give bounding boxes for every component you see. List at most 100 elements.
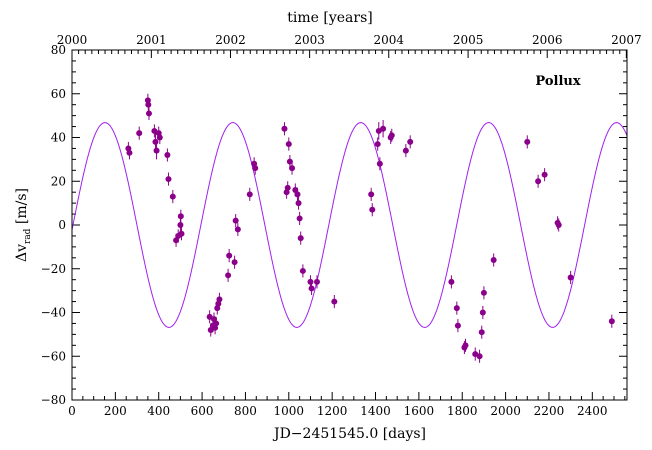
data-point [448, 275, 455, 289]
point-marker [541, 171, 548, 178]
x-tick-label: 2000 [490, 404, 521, 418]
point-marker [169, 193, 176, 200]
x-tick-label: 600 [191, 404, 214, 418]
data-point [313, 275, 320, 289]
data-point [289, 161, 296, 175]
x-axis-title: JD−2451545.0 [days] [272, 426, 426, 442]
plot-frame [71, 49, 628, 401]
data-point [476, 349, 483, 363]
point-marker [480, 289, 487, 296]
y-tick-label: 0 [58, 218, 66, 232]
point-marker [369, 206, 376, 213]
top-axis-title: time [years] [287, 10, 372, 26]
x-tick-label: 1400 [360, 404, 391, 418]
data-point [462, 338, 469, 352]
point-marker [448, 278, 455, 285]
data-point [478, 325, 485, 339]
top-tick-label: 2000 [57, 33, 88, 47]
y-tick-label: −40 [41, 306, 66, 320]
data-point [177, 209, 184, 223]
point-marker [234, 226, 241, 233]
data-point [555, 218, 562, 232]
data-point [252, 161, 259, 175]
data-points-layer [125, 93, 615, 363]
point-marker [232, 217, 239, 224]
point-marker [380, 125, 387, 132]
y-tick-label: −80 [41, 393, 66, 407]
data-point [402, 144, 409, 158]
data-point [535, 174, 542, 188]
top-tick-label: 2007 [611, 33, 642, 47]
data-point [380, 120, 387, 138]
point-marker [308, 285, 315, 292]
point-marker [164, 152, 171, 158]
point-marker [178, 230, 185, 237]
y-tick-label: 60 [51, 87, 66, 101]
x-tick-label: 1200 [317, 404, 348, 418]
x-tick-label: 1800 [447, 404, 478, 418]
point-marker [213, 320, 220, 327]
point-marker [226, 252, 233, 259]
y-axis-title-unit: [m/s] [14, 188, 30, 229]
point-marker [165, 176, 172, 183]
data-point [216, 292, 223, 306]
data-point [285, 137, 292, 151]
point-marker [252, 165, 259, 172]
point-marker [296, 215, 303, 222]
data-point [296, 211, 303, 225]
data-point [145, 106, 152, 120]
point-marker [177, 213, 184, 220]
data-point [376, 157, 383, 171]
data-point [165, 172, 172, 186]
point-marker [297, 235, 304, 242]
point-marker [479, 309, 486, 316]
point-marker [156, 134, 163, 141]
point-marker [331, 298, 338, 305]
data-point [281, 122, 288, 136]
data-point [490, 253, 497, 267]
y-tick-label: 20 [51, 174, 66, 188]
x-tick-label: 400 [147, 404, 170, 418]
point-marker [476, 353, 483, 360]
point-marker [281, 125, 288, 132]
point-marker [152, 138, 159, 145]
data-point [151, 124, 158, 138]
point-marker [454, 322, 461, 329]
point-marker [246, 191, 253, 198]
point-marker [567, 274, 574, 281]
y-tick-label: −20 [41, 262, 66, 276]
point-marker [216, 296, 223, 303]
x-tick-label: 1000 [274, 404, 305, 418]
point-marker [177, 222, 184, 228]
point-marker [407, 138, 414, 145]
point-marker [284, 184, 291, 191]
point-marker [313, 278, 320, 285]
x-tick-label: 0 [68, 404, 76, 418]
y-tick-label: 40 [51, 131, 66, 145]
data-point [294, 187, 301, 201]
data-point [231, 255, 238, 269]
data-point [234, 222, 241, 236]
tick-labels-layer: 0 200 400 600 800 1000 1200 1400 1600 1800 2000 220… [41, 33, 642, 418]
x-tick-label: 2200 [534, 404, 565, 418]
y-axis-title: Δvrad [m/s] [14, 188, 33, 262]
data-point [169, 190, 176, 204]
orbit-fit-curve [71, 122, 628, 328]
data-point [369, 203, 376, 217]
top-tick-label: 2001 [136, 33, 167, 47]
point-marker [289, 165, 296, 172]
x-tick-label: 1600 [404, 404, 435, 418]
point-marker [374, 141, 381, 148]
data-point [136, 126, 143, 140]
data-point [213, 316, 220, 330]
point-marker [555, 222, 562, 228]
data-point [284, 181, 291, 195]
top-tick-label: 2002 [215, 33, 246, 47]
y-tick-label: −60 [41, 349, 66, 363]
point-marker [136, 130, 143, 137]
data-point [407, 135, 414, 149]
point-marker [376, 160, 383, 167]
point-marker [388, 132, 395, 139]
point-marker [231, 259, 238, 266]
